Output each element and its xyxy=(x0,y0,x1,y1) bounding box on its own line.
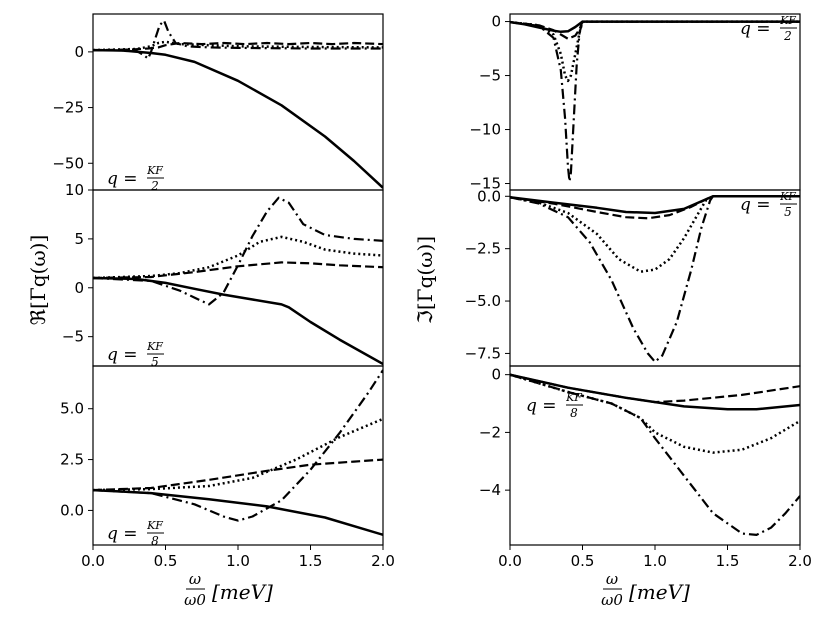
series-dashdot-line xyxy=(93,369,383,522)
y-tick-label: 0 xyxy=(74,43,84,61)
q-label-numerator: KF xyxy=(565,391,582,404)
x-tick-label: 1.0 xyxy=(643,552,667,570)
svg-text:[meV]: [meV] xyxy=(629,580,690,604)
series-dashdot-line xyxy=(510,20,800,183)
y-tick-label: 0 xyxy=(74,279,84,297)
q-label-prefix: q = xyxy=(107,169,138,189)
series-dashed-line xyxy=(510,195,800,220)
x-tick-label: 2.0 xyxy=(788,552,812,570)
svg-text:ω: ω xyxy=(606,570,618,588)
q-label-numerator: KF xyxy=(146,164,163,177)
series-dashdot-line xyxy=(510,195,800,363)
panel-re_q8: 5.0 2.5 0.0 0.0 0.5 1.0 1.5 2.0 q = KF 8 xyxy=(60,365,395,570)
panel-frame xyxy=(92,365,384,546)
q-label: q = KF 5 xyxy=(107,340,164,369)
y-tick-label: 0.0 xyxy=(60,501,84,519)
x-tick-label: 1.5 xyxy=(716,552,740,570)
panel-re_q2: 0 −25 −50 q = KF 2 xyxy=(52,13,384,193)
y-tick-label: −50 xyxy=(52,154,84,172)
x-tick-label: 1.0 xyxy=(226,552,250,570)
q-label-denominator: 2 xyxy=(150,179,159,193)
series-dashdot-line xyxy=(93,196,383,306)
x-tick-label: 0.0 xyxy=(498,552,522,570)
panel-re_q5: 10 5 0 −5 q = KF 5 xyxy=(62,181,384,369)
svg-text:ω0: ω0 xyxy=(601,591,623,609)
q-label: q = KF 8 xyxy=(526,391,583,420)
x-tick-label: 0.0 xyxy=(81,552,105,570)
q-label-prefix: q = xyxy=(740,19,771,39)
series-dashed-line xyxy=(93,261,383,280)
q-label: q = KF 8 xyxy=(107,519,164,548)
y-tick-label: −2 xyxy=(479,423,501,441)
q-label-numerator: KF xyxy=(146,340,163,353)
y-tick-label: 2.5 xyxy=(60,451,84,469)
x-tick-label: 0.5 xyxy=(571,552,595,570)
series-solid-line xyxy=(93,48,383,189)
svg-text:[meV]: [meV] xyxy=(212,580,273,604)
q-label-numerator: KF xyxy=(779,190,796,203)
series-dashdot-line xyxy=(510,373,800,537)
x-tick-label: 1.5 xyxy=(299,552,323,570)
y-tick-label: −10 xyxy=(469,121,501,139)
y-tick-label: −5 xyxy=(479,67,501,85)
svg-text:ω0: ω0 xyxy=(184,591,206,609)
q-label-denominator: 8 xyxy=(151,534,159,548)
y-tick-label: −15 xyxy=(469,175,501,193)
left-y-axis-label: ℜ[Γq(ω)] xyxy=(26,235,50,325)
y-tick-label: −7.5 xyxy=(465,344,501,362)
y-tick-label: 5.0 xyxy=(60,400,84,418)
x-tick-label: 0.5 xyxy=(154,552,178,570)
y-tick-label: 0.0 xyxy=(477,187,501,205)
series-dashed-line xyxy=(510,373,800,404)
y-tick-label: −2.5 xyxy=(465,240,501,258)
series-dotted-line xyxy=(510,373,800,454)
series-dotted-line xyxy=(93,417,383,492)
q-label-denominator: 5 xyxy=(151,355,159,369)
y-tick-label: −25 xyxy=(52,99,84,117)
q-label-prefix: q = xyxy=(107,524,138,544)
y-tick-label: 0 xyxy=(491,13,501,31)
q-label-prefix: q = xyxy=(740,195,771,215)
series-dotted-line xyxy=(510,195,800,273)
panel-im_q2: 0 −5 −10 −15 q = KF 2 xyxy=(469,13,801,193)
right-x-axis-label: ω ω0 [meV] xyxy=(601,570,690,609)
right-y-axis-label: ℑ[Γq(ω)] xyxy=(413,236,437,324)
q-label-denominator: 2 xyxy=(783,29,792,43)
left-x-axis-label: ω ω0 [meV] xyxy=(184,570,273,609)
q-label-prefix: q = xyxy=(526,396,557,416)
series-dotted-line xyxy=(93,40,383,52)
q-label: q = KF 2 xyxy=(740,14,797,43)
panel-frame xyxy=(92,13,384,191)
series-dashed-line xyxy=(93,458,383,492)
panel-im_q5: 0.0 −2.5 −5.0 −7.5 q = KF 5 xyxy=(465,187,801,367)
x-tick-label: 2.0 xyxy=(371,552,395,570)
y-tick-label: −4 xyxy=(479,481,501,499)
y-tick-label: −5.0 xyxy=(465,292,501,310)
series-dotted-line xyxy=(93,235,383,280)
y-tick-label: −5 xyxy=(62,328,84,346)
q-label: q = KF 5 xyxy=(740,190,797,219)
q-label-denominator: 8 xyxy=(570,406,578,420)
svg-text:ω: ω xyxy=(189,570,201,588)
y-tick-label: 10 xyxy=(65,181,84,199)
q-label-numerator: KF xyxy=(146,519,163,532)
y-tick-label: 0 xyxy=(491,366,501,384)
q-label-denominator: 5 xyxy=(784,205,792,219)
q-label-prefix: q = xyxy=(107,345,138,365)
y-tick-label: 5 xyxy=(74,230,84,248)
q-label-numerator: KF xyxy=(779,14,796,27)
panel-im_q8: 0 −2 −4 0.0 0.5 1.0 1.5 2.0 q = KF 8 xyxy=(479,365,812,570)
panel-frame xyxy=(509,13,801,191)
q-label: q = KF 2 xyxy=(107,164,164,193)
